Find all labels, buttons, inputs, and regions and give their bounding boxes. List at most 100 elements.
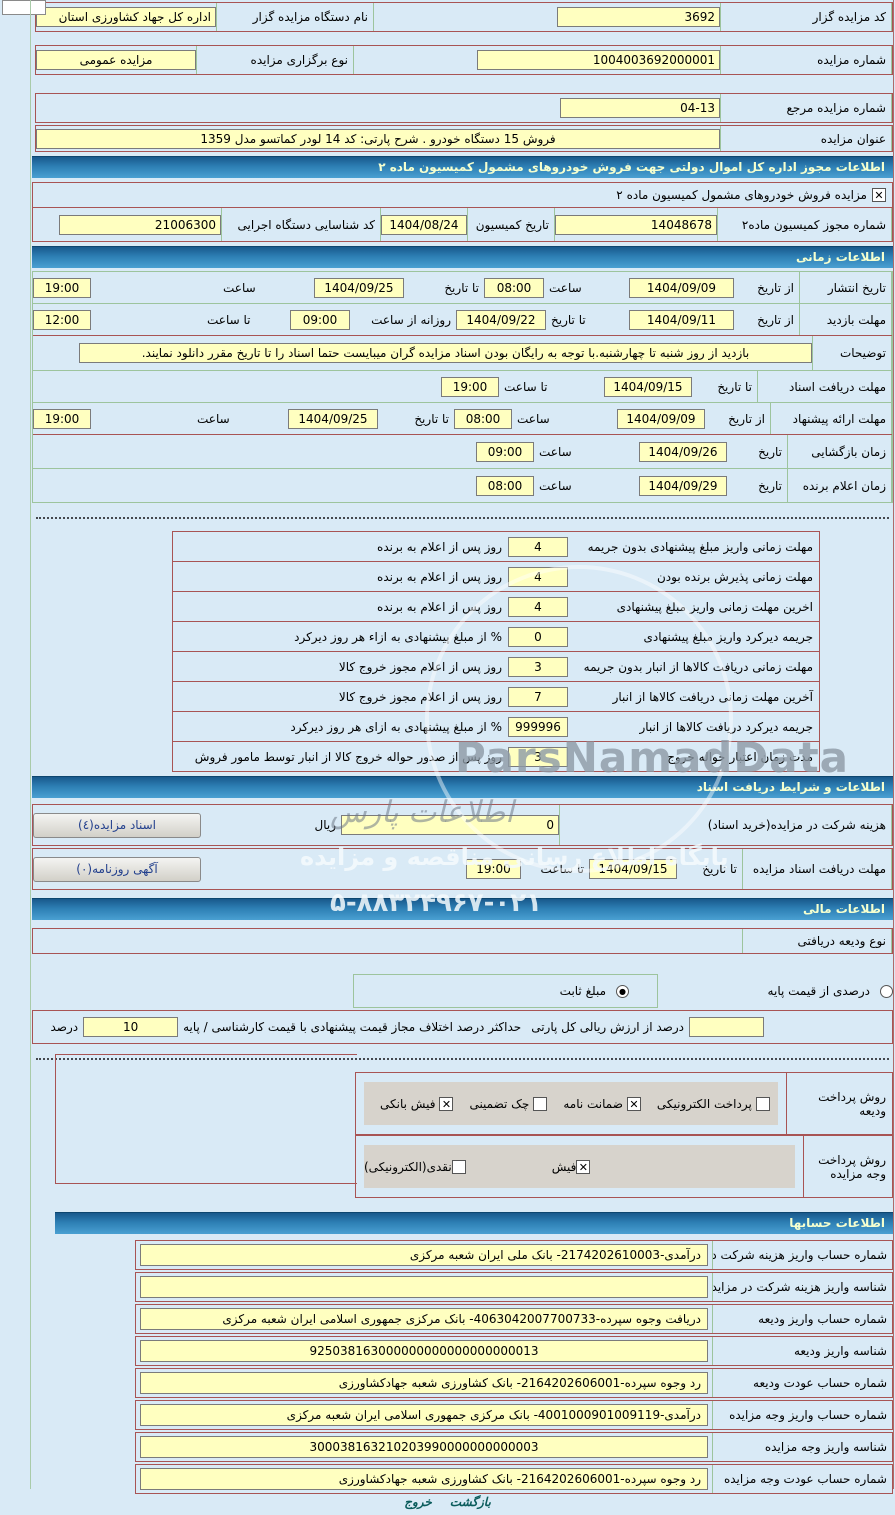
visit-daily-hour-input[interactable]: 09:00	[290, 309, 350, 330]
account-input[interactable]: 925038163000000000000000000013	[140, 1340, 708, 1362]
org-name-label: نام دستگاه مزایده گزار	[216, 3, 374, 31]
hour-label: ساعت	[549, 280, 582, 295]
electronic-payment-option[interactable]: پرداخت الکترونیکی	[657, 1096, 770, 1111]
auction-payment-row: روش پرداخت وجه مزایده ✕ فیش نقدی(الکترون…	[355, 1135, 893, 1198]
back-link[interactable]: بازگشت	[449, 1495, 491, 1509]
offer-from-date-input[interactable]: 1404/09/09	[617, 408, 705, 429]
fixed-amount-option[interactable]: ● مبلغ ثابت	[555, 984, 629, 998]
penalty-row: جریمه دیرکرد دریافت کالاها از انبار 9999…	[172, 712, 820, 742]
offer-from-hour-input[interactable]: 08:00	[454, 408, 512, 429]
bank-slip-option[interactable]: ✕ فیش بانکی	[380, 1096, 454, 1111]
opening-time-row: زمان بازگشایی تاریخ 1404/09/26 ساعت 09:0…	[33, 435, 892, 469]
penalty-value-input[interactable]: 0	[508, 626, 568, 647]
table-row: کد مزایده گزار 3692 نام دستگاه مزایده گز…	[35, 2, 893, 32]
doc-deadline-row: مهلت دریافت اسناد مزایده تا تاریخ 1404/0…	[32, 848, 893, 890]
checkbox-checked-icon[interactable]: ✕	[626, 1096, 641, 1111]
participation-fee-input[interactable]: 0	[341, 815, 559, 835]
empty-left-panel	[55, 1054, 357, 1184]
slip-option[interactable]: ✕ فیش	[551, 1159, 591, 1174]
checkbox-checked-icon[interactable]: ✕	[439, 1096, 454, 1111]
section-header-financial: اطلاعات مالی	[32, 898, 893, 920]
publish-from-hour-input[interactable]: 08:00	[484, 277, 544, 298]
penalty-value-input[interactable]: 4	[508, 596, 568, 617]
penalty-label: اخرین مهلت زمانی واریز مبلغ پیشنهادی	[616, 599, 813, 614]
account-input[interactable]: رد وجوه سپرده-2164202606001- بانک کشاورز…	[140, 1468, 708, 1490]
penalty-value-input[interactable]: 4	[508, 566, 568, 587]
checkbox-unchecked-icon[interactable]	[533, 1096, 548, 1111]
doc-receive-deadline-row: مهلت دریافت اسناد تا تاریخ 1404/09/15 تا…	[33, 371, 892, 403]
offer-deadline-row: مهلت ارائه پیشنهاد از تاریخ 1404/09/09 س…	[33, 403, 892, 435]
newspaper-ad-button[interactable]: آگهی روزنامه(٠)	[33, 856, 201, 882]
doc-deadline-hour-input[interactable]: 19:00	[466, 859, 521, 879]
account-input[interactable]	[140, 1276, 708, 1298]
account-input[interactable]: درآمدی-2174202610003- بانک ملی ایران شعب…	[140, 1244, 708, 1266]
account-label: شماره حساب عودت وجه مزایده	[712, 1465, 892, 1493]
publish-to-date-input[interactable]: 1404/09/25	[314, 277, 404, 298]
notes-input[interactable]: بازدید از روز شنبه تا چهارشنبه.با توجه ب…	[79, 343, 812, 363]
bidder-code-label: کد مزایده گزار	[720, 3, 892, 31]
account-row: شناسه واریز وجه مزایده 30003816321020399…	[135, 1432, 893, 1462]
guarantee-letter-option[interactable]: ✕ ضمانت نامه	[563, 1096, 641, 1111]
opening-date-input[interactable]: 1404/09/26	[639, 441, 727, 462]
exit-link[interactable]: خروج	[404, 1495, 432, 1509]
doc-deadline-date-input[interactable]: 1404/09/15	[589, 859, 677, 879]
opening-hour-input[interactable]: 09:00	[476, 441, 534, 462]
penalty-value-input[interactable]: 3	[508, 656, 568, 677]
account-input[interactable]: درآمدی-4001000901009119- بانک مرکزی جمهو…	[140, 1404, 708, 1426]
max-diff-label: حداکثر درصد اختلاف مجاز قیمت پیشنهادی با…	[183, 1020, 522, 1034]
penalty-value-input[interactable]: 7	[508, 686, 568, 707]
auction-number-label: شماره مزایده	[720, 46, 892, 74]
penalty-row: اخرین مهلت زمانی واریز مبلغ پیشنهادی 4 ر…	[172, 592, 820, 622]
offer-to-hour-input[interactable]: 19:00	[33, 408, 91, 429]
radio-checked-icon[interactable]: ●	[616, 984, 629, 998]
certified-check-option[interactable]: چک تضمینی	[469, 1096, 548, 1111]
winner-hour-input[interactable]: 08:00	[476, 475, 534, 496]
cash-electronic-label: نقدی(الکترونیکی)	[364, 1159, 452, 1174]
penalty-value-input[interactable]: 4	[508, 536, 568, 557]
permit-number-input[interactable]: 14048678	[555, 214, 717, 235]
percent-of-base-option[interactable]: درصدی از قیمت پایه	[731, 984, 893, 998]
percent-unit-label: درصد	[50, 1020, 79, 1034]
agency-code-input[interactable]: 21006300	[59, 214, 221, 235]
account-input[interactable]: 300038163210203990000000000003	[140, 1436, 708, 1458]
org-name-input[interactable]: اداره کل جهاد کشاورزی استان	[36, 7, 216, 27]
article2-checkbox[interactable]: ✕	[872, 188, 886, 202]
doc-receive-to-date-input[interactable]: 1404/09/15	[604, 376, 692, 397]
visit-to-date-input[interactable]: 1404/09/22	[456, 309, 546, 330]
visit-from-date-input[interactable]: 1404/09/11	[629, 309, 734, 330]
cash-electronic-option[interactable]: نقدی(الکترونیکی)	[364, 1159, 466, 1174]
timing-section: تاریخ انتشار از تاریخ 1404/09/09 ساعت 08…	[32, 271, 893, 503]
opening-time-label: زمان بازگشایی	[787, 435, 892, 468]
penalty-value-input[interactable]: 3	[508, 746, 568, 767]
publish-to-hour-input[interactable]: 19:00	[33, 277, 91, 298]
checkbox-unchecked-icon[interactable]	[755, 1096, 770, 1111]
radio-unchecked-icon[interactable]	[880, 984, 893, 998]
ref-number-label: شماره مزایده مرجع	[720, 94, 892, 122]
checkbox-unchecked-icon[interactable]	[451, 1159, 466, 1174]
auction-type-input[interactable]: مزایده عمومی	[36, 50, 196, 70]
from-date-label: از تاریخ	[757, 280, 794, 295]
penalties-section: مهلت زمانی واریز مبلغ پیشنهادی بدون جریم…	[172, 531, 820, 772]
winner-date-input[interactable]: 1404/09/29	[639, 475, 727, 496]
section-header-accounts: اطلاعات حسابها	[55, 1212, 893, 1234]
bidder-code-input[interactable]: 3692	[557, 7, 720, 27]
slip-label: فیش	[551, 1159, 577, 1174]
max-diff-input[interactable]: 10	[83, 1017, 179, 1037]
doc-receive-hour-input[interactable]: 19:00	[441, 376, 499, 397]
table-row: عنوان مزایده فروش 15 دستگاه خودرو . شرح …	[35, 125, 893, 152]
auction-number-input[interactable]: 1004003692000001	[477, 50, 720, 70]
commission-date-input[interactable]: 1404/08/24	[381, 214, 467, 235]
checkbox-checked-icon[interactable]: ✕	[576, 1159, 591, 1174]
account-input[interactable]: رد وجوه سپرده-2164202606001- بانک کشاورز…	[140, 1372, 708, 1394]
auction-title-input[interactable]: فروش 15 دستگاه خودرو . شرح پارتی: کد 14 …	[36, 128, 720, 149]
dashed-separator	[36, 1058, 889, 1060]
visit-until-hour-input[interactable]: 12:00	[33, 309, 91, 330]
auction-documents-button[interactable]: اسناد مزایده(٤)	[33, 812, 201, 838]
ref-number-input[interactable]: 04-13	[560, 98, 720, 118]
account-input[interactable]: دریافت وجوه سپرده-4063042007700733- بانک…	[140, 1308, 708, 1330]
publish-from-date-input[interactable]: 1404/09/09	[629, 277, 734, 298]
penalty-row: مهلت زمانی پذیرش برنده بودن 4 روز پس از …	[172, 562, 820, 592]
penalty-value-input[interactable]: 999996	[508, 716, 568, 737]
party-percent-input[interactable]	[689, 1017, 764, 1037]
offer-to-date-input[interactable]: 1404/09/25	[288, 408, 378, 429]
